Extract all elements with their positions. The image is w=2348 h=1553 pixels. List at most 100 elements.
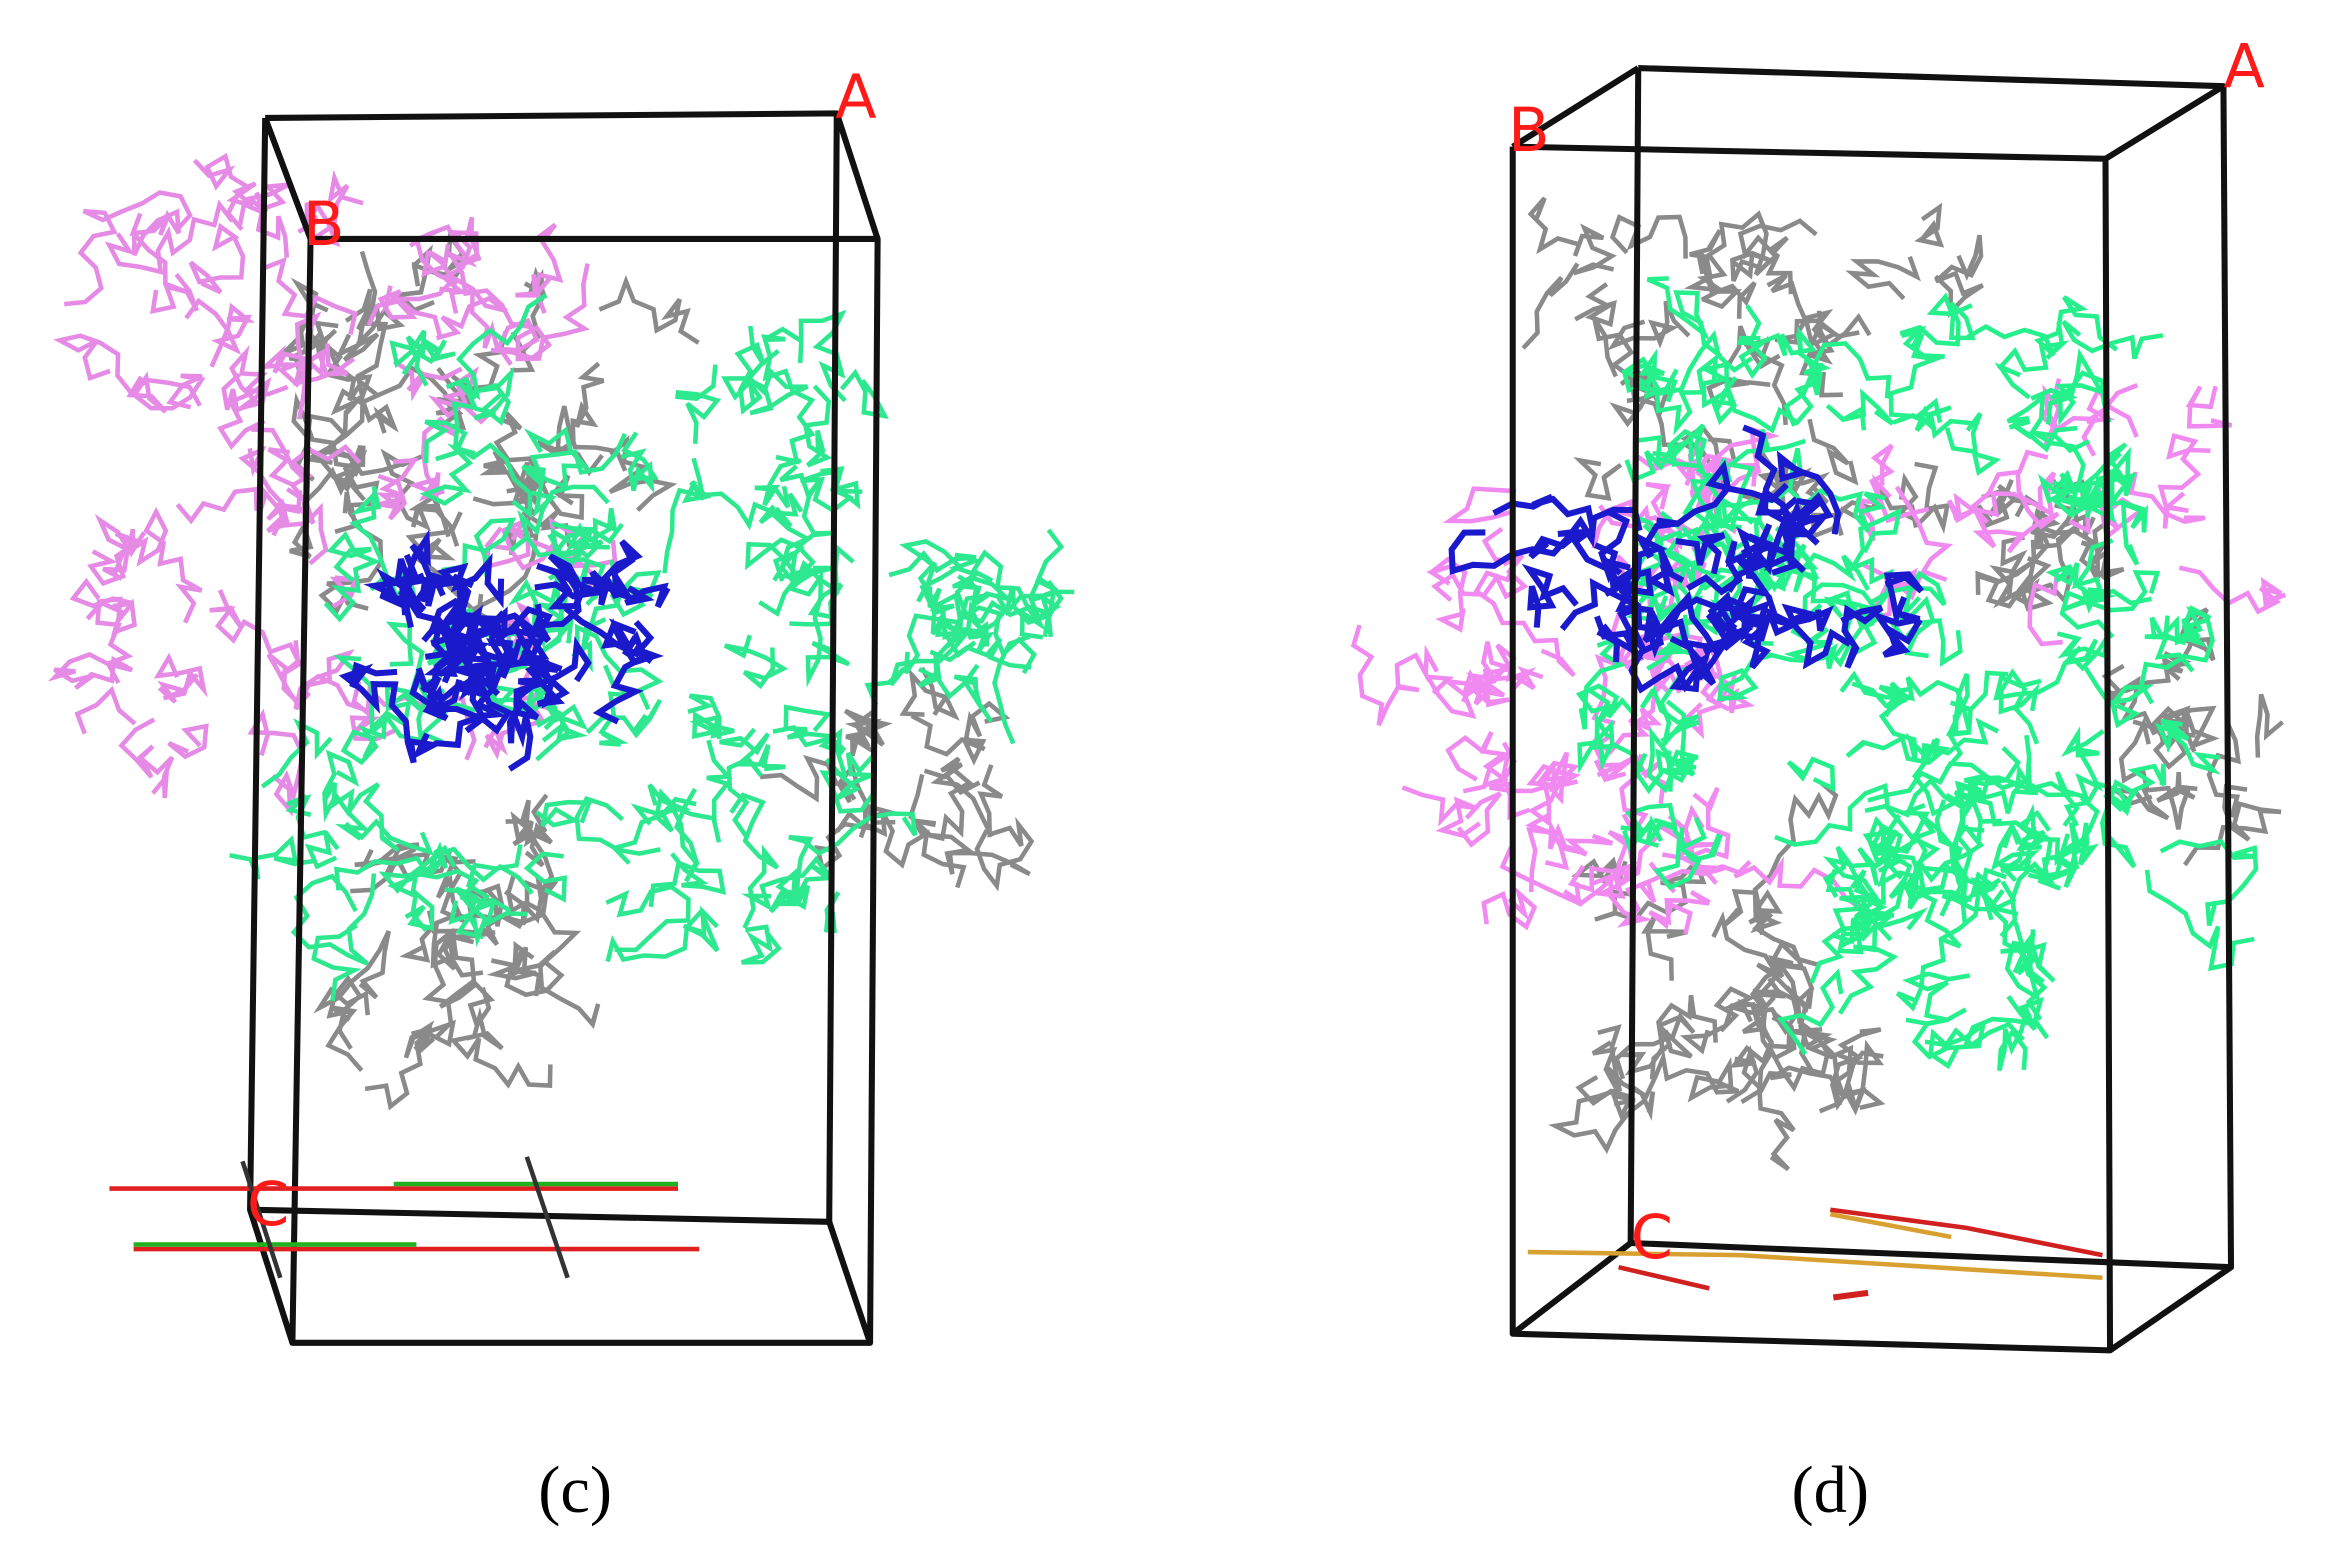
molecule-chain xyxy=(2000,929,2056,984)
molecule-chain xyxy=(375,457,419,521)
molecule-chain xyxy=(1445,731,1517,788)
molecule-chain xyxy=(571,623,664,711)
molecule-chain xyxy=(334,844,457,894)
molecule-chain xyxy=(1902,971,1971,1023)
panel-caption: (c) xyxy=(538,1454,612,1527)
molecule-chain xyxy=(1857,881,1929,931)
molecule-chain xyxy=(1717,652,1774,702)
molecule-chain xyxy=(2061,319,2164,360)
molecule-chain xyxy=(1592,689,1663,756)
molecule-chain xyxy=(772,724,876,814)
molecule-chain xyxy=(1527,760,1580,828)
molecule-chain xyxy=(433,627,518,720)
molecule-chain xyxy=(448,288,540,366)
molecule-chain xyxy=(1575,683,1638,724)
molecule-chain xyxy=(1675,532,1726,575)
box-edge xyxy=(826,1220,873,1344)
molecule-chain xyxy=(192,152,257,232)
molecule-chain xyxy=(592,630,648,725)
molecule-chain xyxy=(490,911,582,998)
molecule-chain xyxy=(1897,461,1951,535)
molecule-chain xyxy=(290,277,380,402)
molecule-chain xyxy=(363,553,419,629)
molecule-chain xyxy=(1645,549,1685,598)
molecule-chain xyxy=(761,326,816,465)
molecule-chain xyxy=(1776,968,1844,1056)
molecule-chain xyxy=(1871,610,1923,658)
molecule-chain xyxy=(423,419,468,464)
molecule-chain xyxy=(563,605,655,658)
molecule-chain xyxy=(1749,912,1815,1013)
axis-label: A xyxy=(2223,33,2264,103)
molecule-chain xyxy=(1609,214,1688,259)
molecule-chain xyxy=(799,466,863,514)
molecule-chain xyxy=(524,659,566,708)
molecule-chain xyxy=(53,333,202,407)
axis-label: A xyxy=(835,63,876,133)
molecule-chain xyxy=(2023,822,2099,884)
molecule-chain xyxy=(515,222,564,314)
axis-line xyxy=(524,1156,570,1279)
molecule-chain xyxy=(517,949,601,1030)
molecule-chain xyxy=(1654,515,1718,550)
molecule-chain xyxy=(1763,603,1852,670)
molecule-chain xyxy=(1648,890,1711,935)
molecule-chain xyxy=(1993,638,2099,701)
molecule-chain xyxy=(524,426,591,491)
molecule-chain xyxy=(2056,631,2112,672)
molecule-chain xyxy=(974,764,1035,892)
axis-label: B xyxy=(1508,96,1549,166)
molecule-chain xyxy=(1633,748,1699,795)
molecule-chain xyxy=(436,553,505,625)
molecule-chain xyxy=(1665,699,1697,777)
molecule-chain xyxy=(1740,989,1831,1104)
molecule-chain xyxy=(1656,994,1718,1044)
molecule-chain xyxy=(1998,668,2040,745)
molecule-chain xyxy=(1845,256,1921,301)
molecule-chain xyxy=(509,484,610,558)
molecule-chain xyxy=(1548,1024,1647,1154)
molecule-chain xyxy=(1621,348,1678,403)
molecule-chain xyxy=(1796,341,1892,399)
molecule-chain xyxy=(430,612,552,688)
molecule-chain xyxy=(266,648,355,711)
axis-label: C xyxy=(247,1170,289,1240)
molecule-chain xyxy=(2139,605,2215,705)
molecule-chain xyxy=(1883,571,1924,628)
cell-box-d xyxy=(1509,65,2235,1354)
molecule-chain xyxy=(1667,428,1754,525)
box-edge xyxy=(289,235,881,1346)
molecule-chain xyxy=(719,727,786,772)
molecule-chain xyxy=(2149,615,2202,646)
molecule-chain xyxy=(126,371,206,414)
molecule-chain xyxy=(994,592,1054,638)
molecule-chain xyxy=(1646,276,1723,359)
molecule-chain xyxy=(754,458,802,509)
molecule-chain xyxy=(510,266,548,373)
molecule-chain xyxy=(422,928,496,1040)
molecule-chain xyxy=(349,485,390,592)
molecule-chain xyxy=(1964,746,2024,791)
molecule-chain xyxy=(1786,756,1836,793)
molecule-chain xyxy=(1981,484,2036,518)
molecule-chain xyxy=(1679,1002,1774,1068)
molecule-chain xyxy=(63,190,193,307)
axis-line xyxy=(1527,1249,2103,1281)
molecule-chain xyxy=(392,359,463,402)
molecule-chain xyxy=(1638,423,1706,469)
molecule-chain xyxy=(723,634,789,690)
box-edge xyxy=(1511,65,1640,150)
molecule-chain xyxy=(585,698,663,739)
molecule-chain xyxy=(1822,845,1883,903)
molecule-chain xyxy=(1592,316,1705,458)
molecule-chain xyxy=(150,272,199,314)
molecule-chain xyxy=(1845,717,2000,768)
molecule-chain xyxy=(322,749,400,853)
molecule-chain xyxy=(2049,469,2081,520)
molecule-chain xyxy=(1460,641,1537,703)
molecule-chain xyxy=(2000,535,2052,608)
axis-line xyxy=(1829,1212,1952,1240)
molecule-chain xyxy=(1591,1040,1656,1121)
molecule-chain xyxy=(129,208,186,294)
